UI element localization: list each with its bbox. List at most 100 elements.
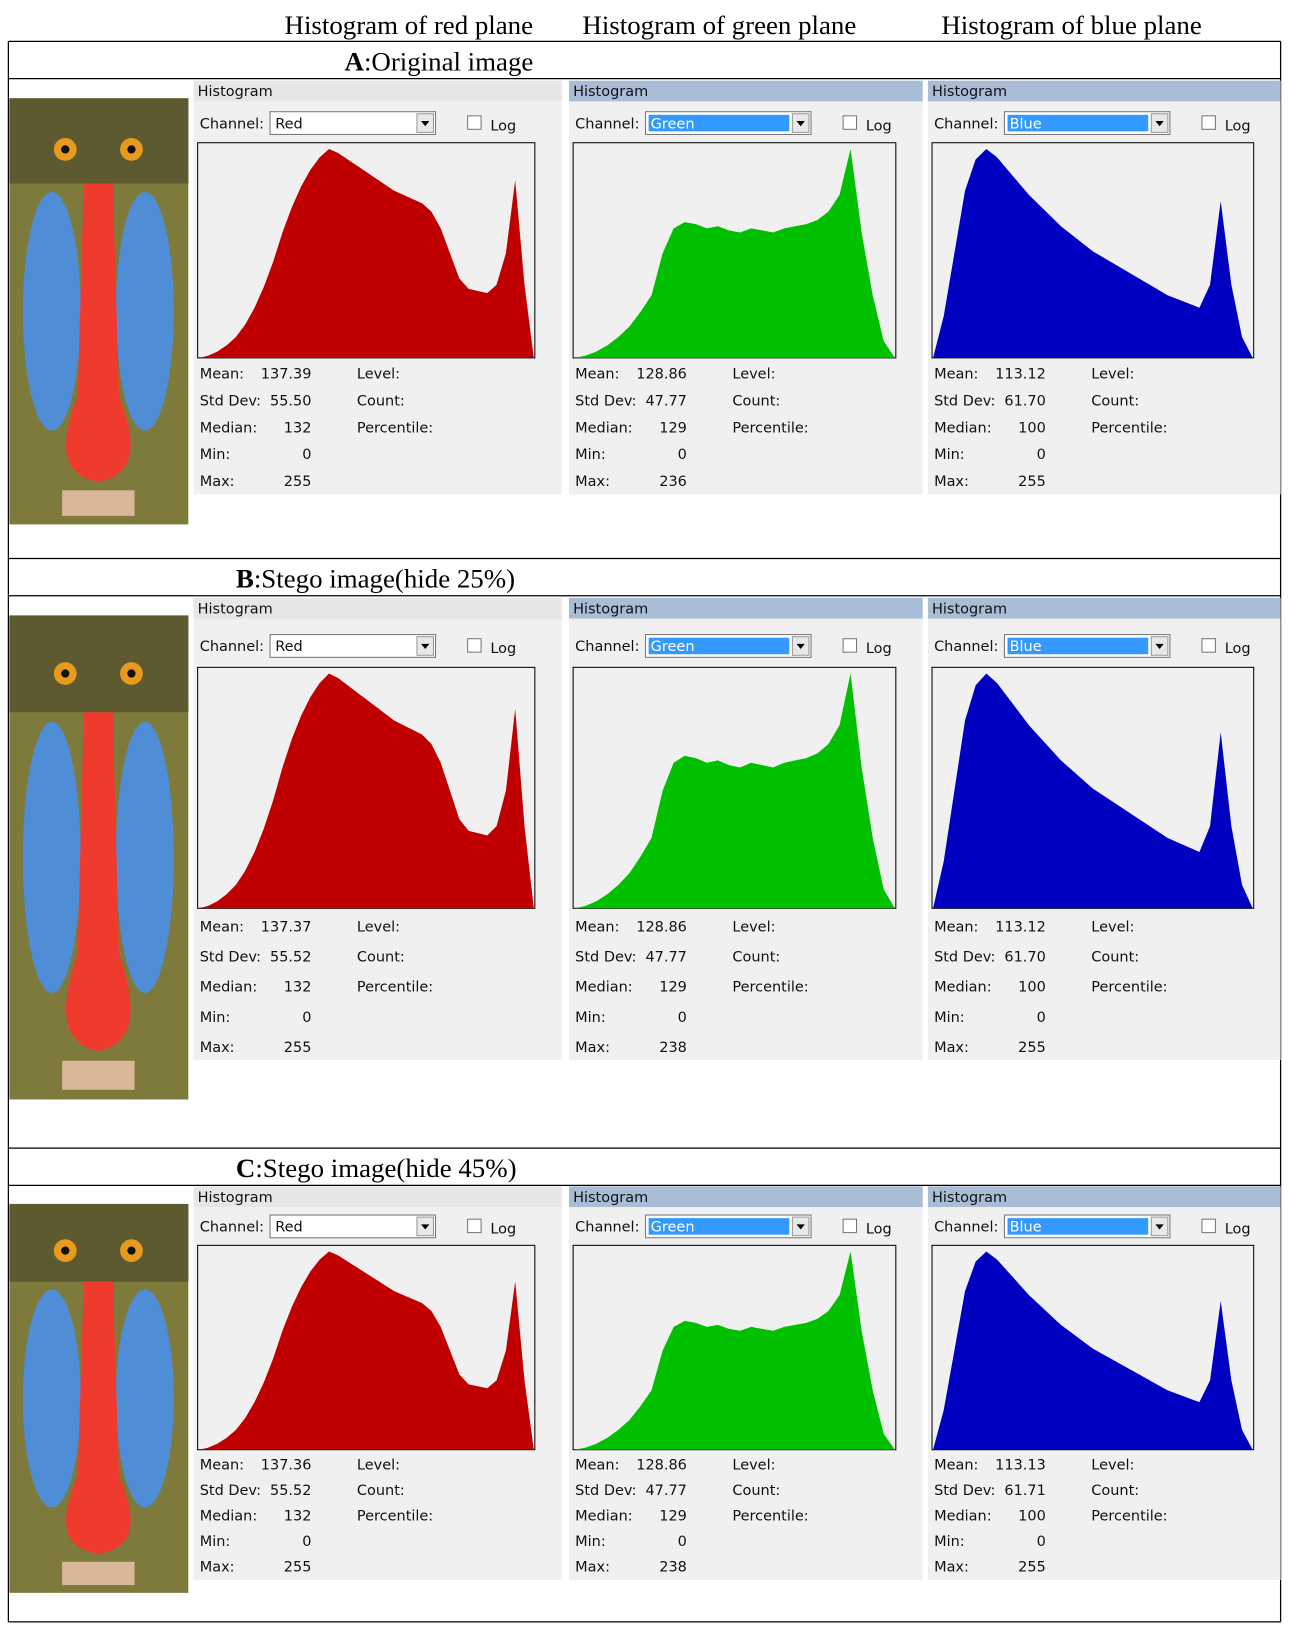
baboon-image [9,98,189,525]
stat-label: Min: [200,1534,231,1550]
log-label: Log [1225,118,1251,134]
info-label: Percentile: [1091,980,1167,996]
column-title: Histogram of green plane [582,10,856,40]
stat-label: Median: [575,980,633,996]
info-label: Count: [732,1483,780,1499]
fur-top [9,98,189,184]
cheek [22,192,81,431]
channel-label: Channel: [934,639,998,655]
panel-titlebar [193,80,562,102]
dropdown-arrow [796,1224,805,1230]
info-label: Count: [357,1483,405,1499]
pupil [127,145,136,154]
stat-label: Mean: [575,1457,619,1473]
cheek [115,721,174,993]
cheek [22,721,81,993]
panel-titlebar [927,80,1281,102]
stat-label: Mean: [934,919,978,935]
channel-selection [1007,1218,1149,1235]
stat-label: Std Dev: [200,950,261,966]
channel-label: Channel: [200,116,264,132]
panel-titlebar [927,1186,1281,1208]
panel-title: Histogram [198,84,273,100]
section-caption: :Original image [364,46,533,76]
channel-selection [1007,637,1149,655]
stat-value: 0 [678,1010,687,1026]
stat-value: 238 [659,1040,687,1056]
log-label: Log [1225,1222,1251,1238]
channel-selection [1007,114,1149,132]
info-label: Percentile: [1091,1508,1167,1524]
channel-value: Green [651,1220,695,1236]
stat-value: 132 [284,420,312,436]
info-label: Percentile: [357,980,433,996]
histogram-shape [933,148,1253,358]
stat-value: 0 [1037,447,1046,463]
log-checkbox [467,115,482,130]
dropdown-arrow [421,1224,430,1230]
info-label: Level: [357,367,400,383]
stat-value: 113.13 [995,1457,1046,1473]
baboon-image [9,1203,189,1593]
stat-value: 0 [302,447,311,463]
stat-value: 236 [659,474,687,490]
stat-label: Max: [575,1560,610,1576]
log-label: Log [866,1222,892,1238]
mouth [62,1561,135,1586]
panel-title: Histogram [573,1190,648,1206]
stat-value: 47.77 [645,950,686,966]
fur-top [9,615,189,713]
log-checkbox [1201,638,1216,653]
section-label: B:Stego image(hide 25%) [236,563,515,593]
channel-value: Red [275,116,303,132]
info-label: Percentile: [1091,420,1167,436]
stat-value: 61.71 [1004,1483,1045,1499]
info-label: Count: [1091,950,1139,966]
log-checkbox [842,638,858,653]
channel-value: Green [651,116,695,132]
info-label: Level: [357,919,400,935]
channel-selection [648,1218,790,1235]
stat-label: Std Dev: [575,393,636,409]
stat-label: Max: [575,1040,610,1056]
info-label: Level: [1091,1457,1134,1473]
stat-value: 132 [284,980,312,996]
stat-value: 100 [1018,1508,1046,1524]
baboon-image [9,615,189,1100]
stat-value: 137.37 [261,919,312,935]
info-label: Level: [1091,919,1134,935]
info-label: Percentile: [732,980,808,996]
log-label: Log [490,641,516,657]
stat-value: 113.12 [995,367,1046,383]
histogram-shape [933,1251,1253,1450]
channel-dropdown [269,111,437,135]
stat-value: 55.52 [270,1483,311,1499]
stat-label: Max: [934,1040,969,1056]
channel-dropdown [269,1214,437,1239]
channel-label: Channel: [575,1220,639,1236]
stat-value: 113.12 [995,919,1046,935]
channel-label: Channel: [575,639,639,655]
log-checkbox [467,638,482,653]
stat-value: 0 [302,1010,311,1026]
panel-title: Histogram [932,84,1007,100]
channel-label: Channel: [200,639,264,655]
column-title: Histogram of red plane [285,10,534,40]
stat-value: 128.86 [636,1457,687,1473]
panel-titlebar [568,80,923,102]
stat-label: Std Dev: [200,393,261,409]
log-checkbox [1201,115,1216,130]
stat-label: Min: [200,447,231,463]
cheek [22,1289,81,1508]
stat-value: 255 [1018,1560,1046,1576]
stat-value: 255 [284,474,312,490]
stat-label: Std Dev: [934,393,995,409]
stat-value: 47.77 [645,1483,686,1499]
info-label: Count: [1091,393,1139,409]
stat-label: Min: [575,447,606,463]
dropdown-arrow [1155,643,1164,650]
stat-value: 132 [284,1508,312,1524]
dropdown-arrow [421,643,430,650]
pupil [61,1246,70,1255]
